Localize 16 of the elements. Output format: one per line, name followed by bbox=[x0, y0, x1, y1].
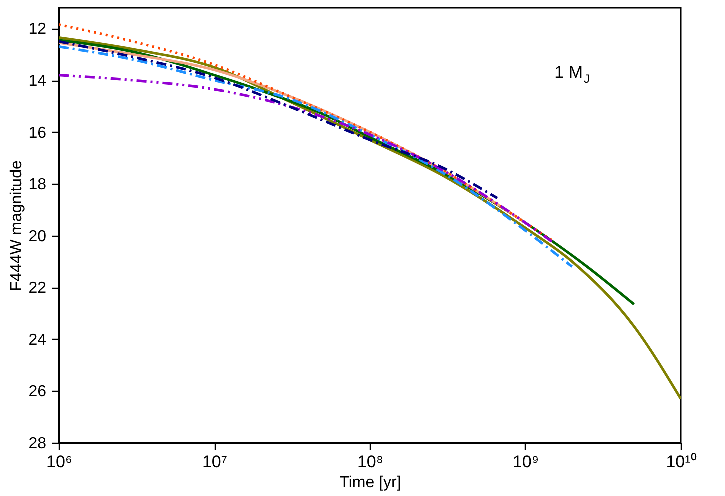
x-tick-label: 10¹⁰ bbox=[666, 452, 697, 472]
y-tick-label: 12 bbox=[28, 21, 47, 38]
x-tick-label: 10⁶ bbox=[46, 452, 72, 472]
y-tick-label: 28 bbox=[28, 436, 47, 452]
y-tick-label: 26 bbox=[28, 384, 47, 401]
y-tick-label: 14 bbox=[28, 73, 47, 90]
x-tick-label: 10⁷ bbox=[202, 452, 228, 472]
x-tick-label: 10⁸ bbox=[357, 452, 384, 472]
y-tick-label: 16 bbox=[28, 124, 47, 142]
x-axis-title: Time [yr] bbox=[340, 474, 402, 492]
y-tick-label: 20 bbox=[28, 228, 47, 246]
x-tick-label: 10⁹ bbox=[512, 452, 540, 472]
y-tick-label: 22 bbox=[28, 280, 47, 298]
y-tick-label: 18 bbox=[28, 176, 47, 194]
y-tick-label: 24 bbox=[28, 332, 47, 349]
y-axis-title: F444W magnitude bbox=[8, 160, 26, 292]
